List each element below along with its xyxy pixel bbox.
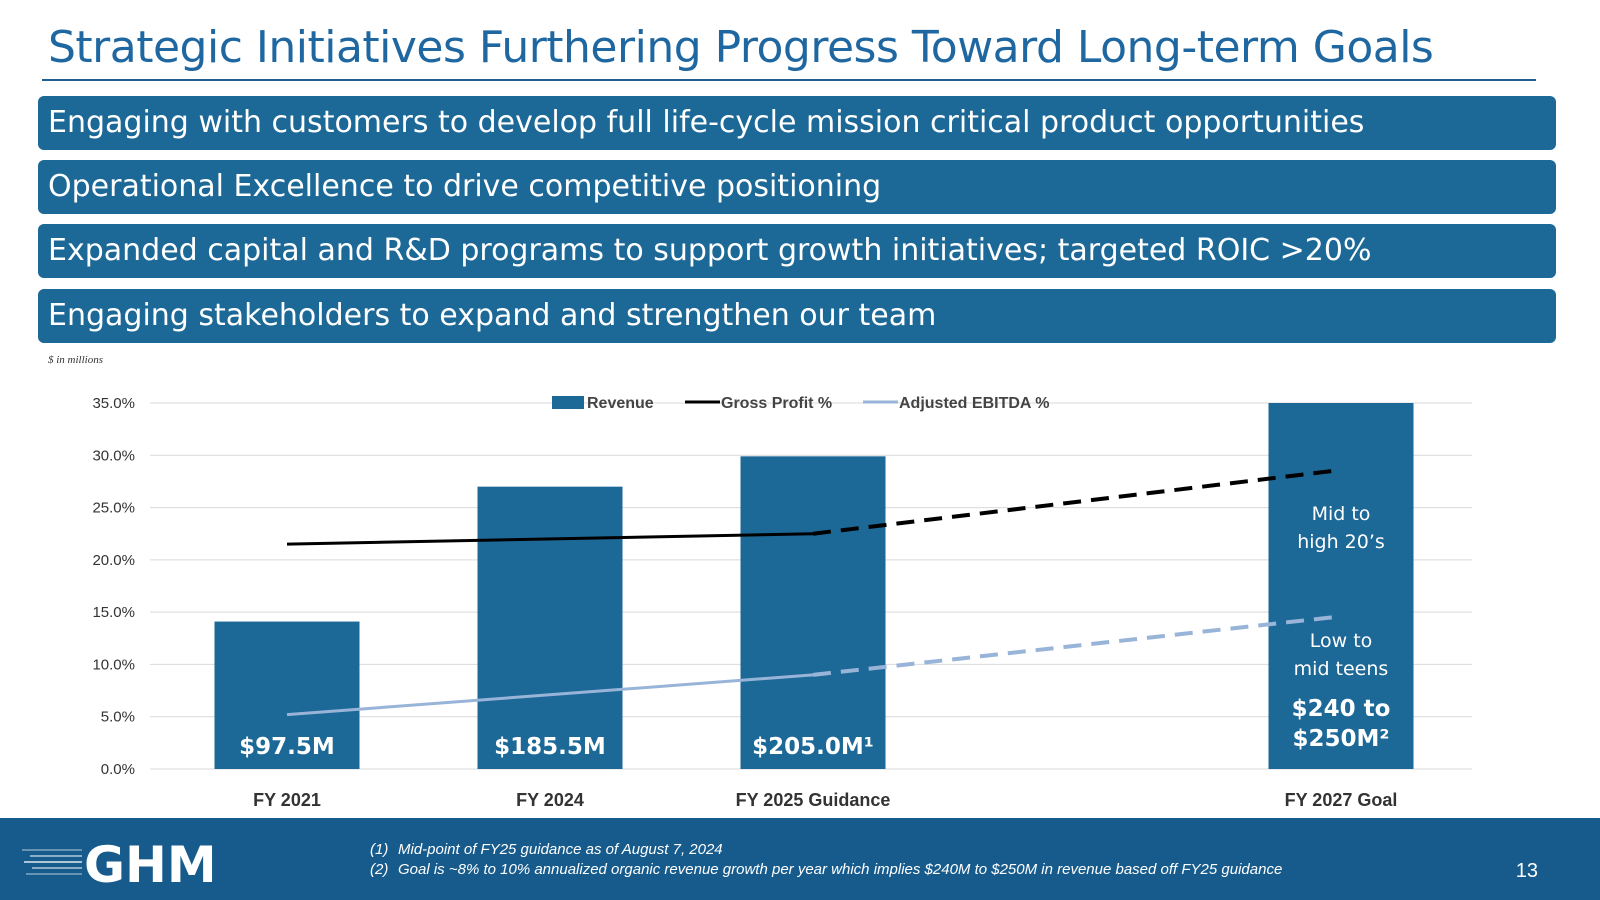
legend-swatch-revenue: [552, 396, 584, 409]
legend-label-gross-profit: Gross Profit %: [721, 395, 832, 412]
revenue-bar: [214, 621, 360, 769]
title-divider: [42, 79, 1536, 81]
page-title: Strategic Initiatives Furthering Progres…: [48, 22, 1434, 73]
y-tick-label: 35.0%: [92, 395, 135, 412]
y-tick-label: 15.0%: [92, 604, 135, 621]
x-category-label: FY 2021: [253, 790, 321, 810]
initiative-banner-capital: Expanded capital and R&D programs to sup…: [38, 224, 1556, 278]
legend-label-ebitda: Adjusted EBITDA %: [899, 395, 1050, 412]
revenue-margin-chart: 0.0% 5.0% 10.0% 15.0% 20.0% 25.0% 30.0% 35.0% $9…: [92, 395, 1472, 810]
annotation-gross-line1: Mid to: [1312, 503, 1371, 525]
revenue-bar: [477, 486, 623, 769]
annotation-ebitda-line2: mid teens: [1294, 658, 1389, 680]
revenue-value-label: $97.5M: [239, 734, 335, 760]
ebitda-line-actual: [286, 673, 814, 717]
annotation-gross-line2: high 20’s: [1297, 531, 1385, 553]
footnotes: (1) Mid-point of FY25 guidance as of Augu…: [370, 840, 1282, 880]
logo-wordmark: GHM: [84, 836, 217, 886]
initiative-banner-customers: Engaging with customers to develop full …: [38, 96, 1556, 150]
y-tick-label: 0.0%: [101, 761, 135, 778]
revenue-goal-label-line1: $240 to: [1292, 696, 1391, 722]
x-category-label: FY 2027 Goal: [1285, 790, 1398, 810]
legend-label-revenue: Revenue: [587, 395, 654, 412]
ebitda-line-projected: [812, 614, 1342, 677]
gross-profit-line-projected: [812, 467, 1342, 536]
x-category-label: FY 2025 Guidance: [736, 790, 891, 810]
y-tick-label: 30.0%: [92, 447, 135, 464]
y-tick-label: 20.0%: [92, 552, 135, 569]
y-tick-label: 10.0%: [92, 656, 135, 673]
page-number: 13: [1515, 860, 1538, 882]
initiative-banner-stakeholders: Engaging stakeholders to expand and stre…: [38, 289, 1556, 343]
footer-bar: GHM (1) Mid-point of FY25 guidance as of …: [0, 818, 1600, 900]
revenue-value-label: $185.5M: [494, 734, 606, 760]
gross-profit-line-actual: [286, 532, 814, 546]
footnote-2: (2) Goal is ~8% to 10% annualized organic…: [370, 861, 1283, 878]
revenue-goal-label-line2: $250M²: [1293, 726, 1390, 752]
revenue-bar: [1268, 403, 1414, 769]
y-tick-label: 5.0%: [101, 709, 135, 726]
units-note: $ in millions: [48, 354, 104, 366]
initiative-banner-operations: Operational Excellence to drive competit…: [38, 160, 1556, 214]
revenue-bar: [740, 456, 886, 769]
footnote-1: (1) Mid-point of FY25 guidance as of Augu…: [370, 841, 723, 858]
x-category-label: FY 2024: [516, 790, 584, 810]
ghm-logo: GHM: [22, 836, 217, 886]
annotation-ebitda-line1: Low to: [1310, 630, 1373, 652]
revenue-value-label: $205.0M¹: [752, 734, 874, 760]
y-tick-label: 25.0%: [92, 500, 135, 517]
